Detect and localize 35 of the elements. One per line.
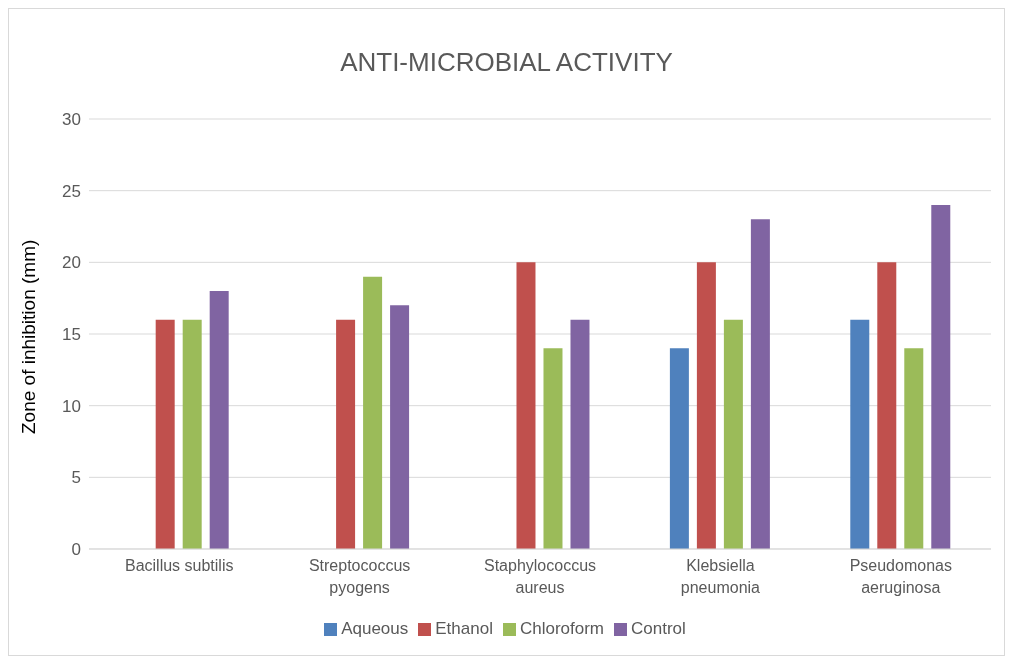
bar	[904, 348, 924, 549]
y-tick-label: 25	[62, 181, 81, 201]
bar	[750, 219, 770, 549]
bar	[669, 348, 689, 549]
x-tick-label: Bacillus subtilis	[124, 557, 234, 574]
bar	[570, 319, 590, 549]
x-tick-label: Streptococcus pyogens	[308, 557, 411, 596]
bar	[209, 291, 229, 549]
legend-label: Chloroform	[519, 619, 605, 638]
bar	[182, 319, 202, 549]
bar	[543, 348, 563, 549]
y-tick-label: 5	[71, 468, 81, 488]
bar	[696, 262, 716, 549]
y-tick-label: 10	[62, 396, 81, 416]
x-tick-label: Staphylococcus aureus	[483, 557, 597, 596]
y-tick-label: 20	[62, 253, 81, 273]
legend-label: Aqueous	[341, 619, 409, 638]
bar	[390, 305, 410, 549]
y-tick-label: 30	[62, 110, 81, 130]
bar	[723, 319, 743, 549]
bar	[336, 319, 356, 549]
y-tick-label: 0	[71, 540, 81, 560]
x-tick-label: Klebsiella pneumonia	[680, 557, 761, 596]
chart-title: ANTI-MICROBIAL ACTIVITY	[339, 47, 674, 78]
y-tick-label: 15	[62, 325, 81, 345]
legend-label: Control	[631, 619, 686, 638]
bar	[516, 262, 536, 549]
bar	[155, 319, 175, 549]
bar	[877, 262, 897, 549]
bar	[850, 319, 870, 549]
bar	[931, 205, 951, 549]
legend-label: Ethanol	[435, 619, 493, 638]
x-tick-label: Pseudomonas aeruginosa	[849, 557, 952, 596]
bar	[363, 276, 383, 549]
y-axis-title: Zone of inhibition (mm)	[17, 239, 39, 434]
